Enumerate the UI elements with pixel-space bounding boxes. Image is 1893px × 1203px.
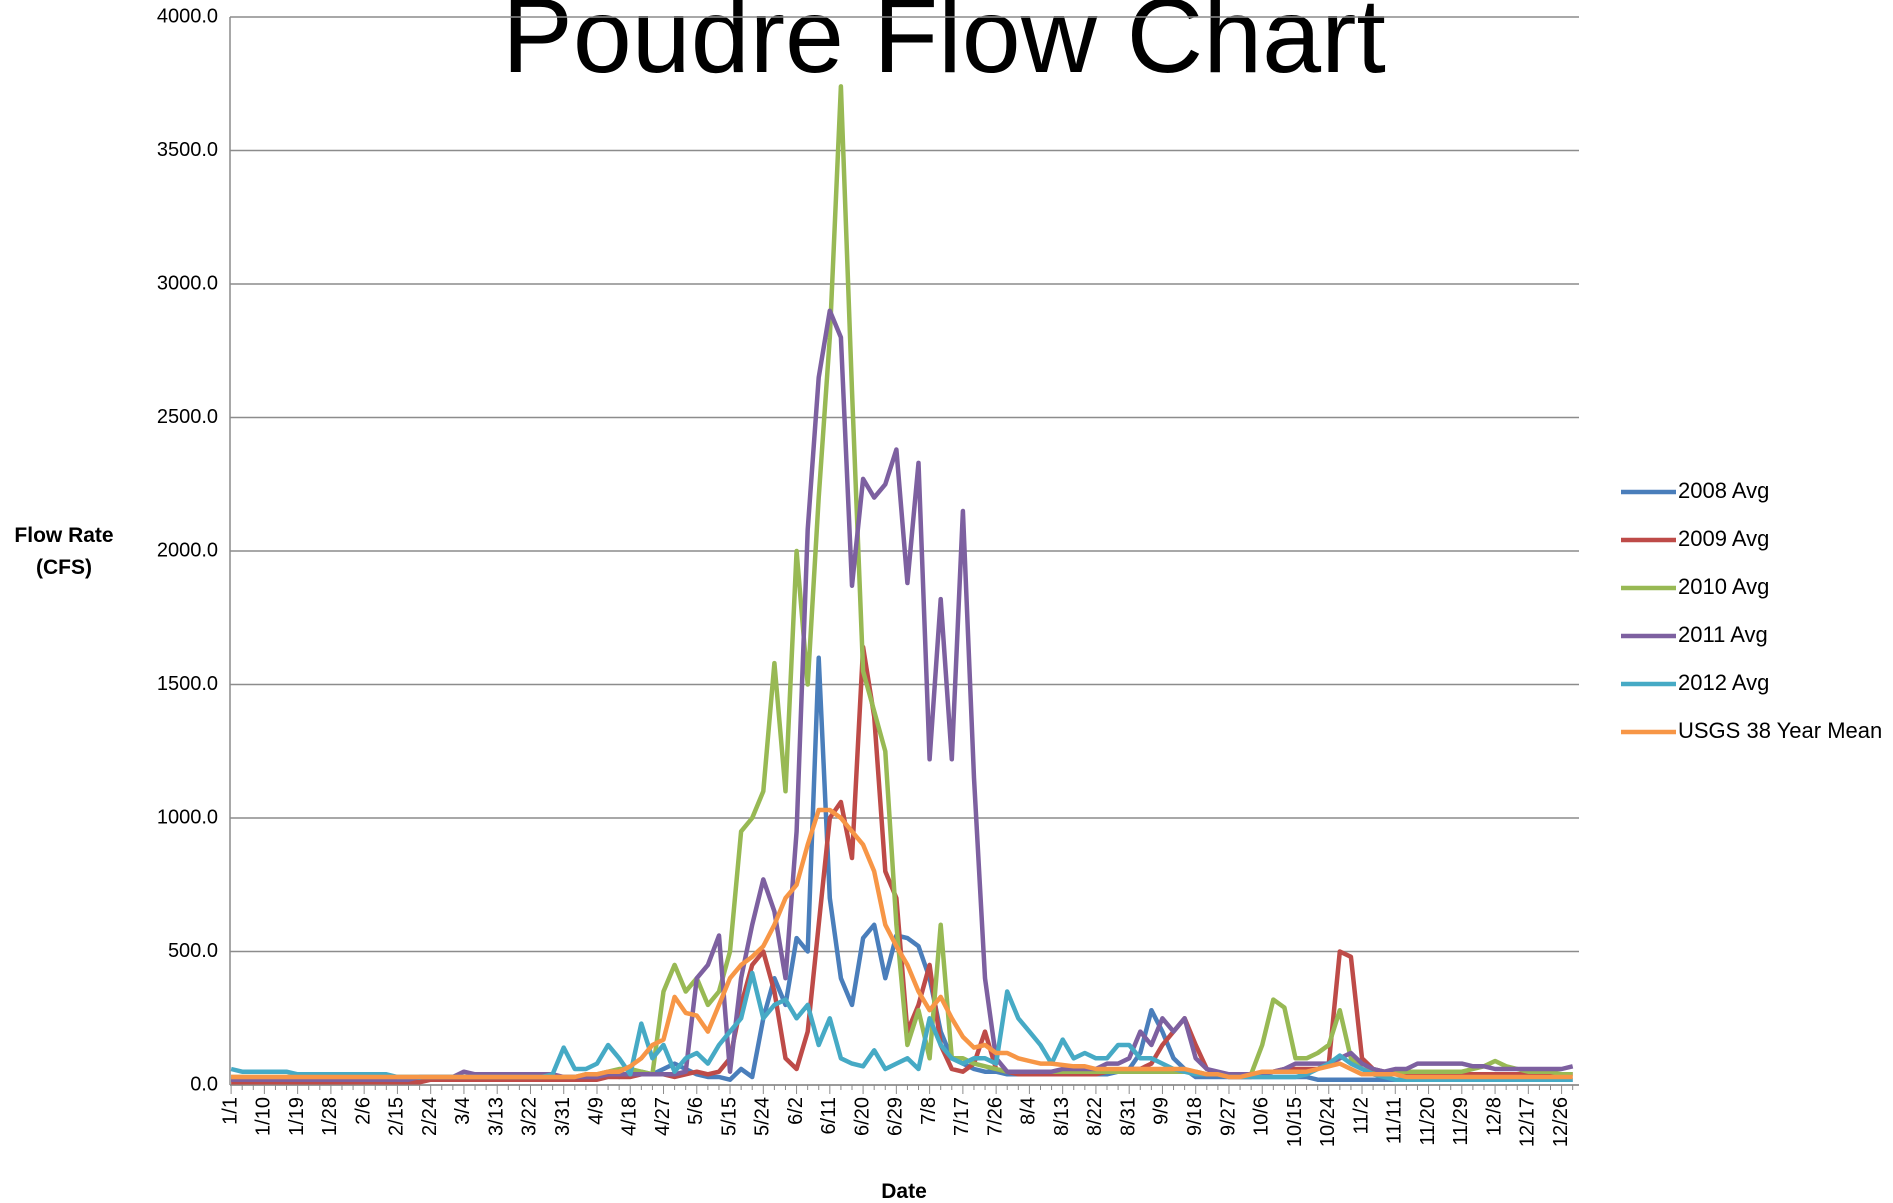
x-tick-label: 3/4 — [452, 1097, 474, 1125]
x-tick-label: 4/27 — [652, 1097, 674, 1136]
x-tick-label: 1/28 — [319, 1097, 341, 1136]
x-tick-label: 1/1 — [219, 1097, 241, 1125]
x-tick-label: 9/27 — [1217, 1097, 1239, 1136]
x-tick-label: 4/18 — [619, 1097, 641, 1136]
series-line — [231, 655, 1573, 1082]
series-line — [231, 84, 1573, 1080]
x-tick-label: 6/11 — [818, 1097, 840, 1134]
x-tick-label: 12/26 — [1550, 1097, 1572, 1147]
y-tick-label: 2500.0 — [157, 406, 218, 428]
x-tick-label: 9/9 — [1151, 1097, 1173, 1125]
x-tick-label: 10/6 — [1251, 1097, 1273, 1136]
chart-title: Poudre Flow Chart — [502, 0, 1386, 95]
x-tick-label: 12/8 — [1483, 1097, 1505, 1136]
y-tick-label: 3000.0 — [157, 272, 218, 294]
x-tick-label: 11/11 — [1384, 1097, 1406, 1144]
x-tick-label: 11/29 — [1450, 1097, 1472, 1146]
series-line — [231, 644, 1573, 1085]
x-tick-label: 2/15 — [386, 1097, 408, 1136]
x-tick-label: 5/15 — [718, 1097, 740, 1136]
legend-label: 2012 Avg — [1678, 670, 1769, 695]
x-tick-label: 7/8 — [918, 1097, 940, 1125]
x-tick-label: 11/2 — [1350, 1097, 1372, 1134]
x-tick-label: 8/31 — [1117, 1097, 1139, 1136]
x-tick-label: 3/13 — [485, 1097, 507, 1136]
y-tick-label: 4000.0 — [157, 5, 218, 27]
y-tick-label: 1500.0 — [157, 673, 218, 695]
x-tick-label: 5/6 — [685, 1097, 707, 1125]
x-tick-label: 1/19 — [286, 1097, 308, 1136]
x-tick-label: 8/13 — [1051, 1097, 1073, 1136]
x-tick-label: 3/22 — [519, 1097, 541, 1136]
x-tick-label: 7/26 — [984, 1097, 1006, 1136]
x-tick-label: 8/22 — [1084, 1097, 1106, 1136]
legend-label: 2011 Avg — [1678, 622, 1768, 647]
x-tick-label: 9/18 — [1184, 1097, 1206, 1136]
x-tick-label: 2/24 — [419, 1097, 441, 1136]
x-tick-label: 3/31 — [552, 1097, 574, 1136]
x-tick-label: 11/20 — [1417, 1097, 1439, 1146]
legend-label: 2009 Avg — [1678, 526, 1769, 551]
y-tick-label: 0.0 — [190, 1073, 218, 1095]
y-tick-label: 500.0 — [168, 940, 218, 962]
x-tick-label: 10/24 — [1317, 1097, 1339, 1147]
legend-label: USGS 38 Year Mean — [1678, 718, 1882, 743]
x-tick-label: 10/15 — [1284, 1097, 1306, 1147]
y-tick-label: 1000.0 — [157, 806, 218, 828]
x-tick-label: 12/17 — [1517, 1097, 1539, 1147]
x-tick-label: 8/4 — [1018, 1097, 1040, 1125]
series-line — [231, 807, 1573, 1080]
x-tick-label: 2/6 — [352, 1097, 374, 1125]
x-tick-label: 7/17 — [951, 1097, 973, 1136]
x-tick-label: 1/10 — [253, 1097, 275, 1136]
x-axis-label: Date — [881, 1180, 927, 1203]
y-tick-label: 3500.0 — [157, 139, 218, 161]
x-tick-label: 6/20 — [851, 1097, 873, 1136]
x-tick-label: 6/29 — [885, 1097, 907, 1136]
x-tick-label: 6/2 — [785, 1097, 807, 1125]
y-tick-label: 2000.0 — [157, 539, 218, 561]
legend-label: 2008 Avg — [1678, 478, 1769, 503]
x-tick-label: 4/9 — [585, 1097, 607, 1125]
x-tick-label: 5/24 — [752, 1097, 774, 1136]
y-axis-label: Flow Rate (CFS) — [14, 524, 114, 579]
legend-label: 2010 Avg — [1678, 574, 1769, 599]
